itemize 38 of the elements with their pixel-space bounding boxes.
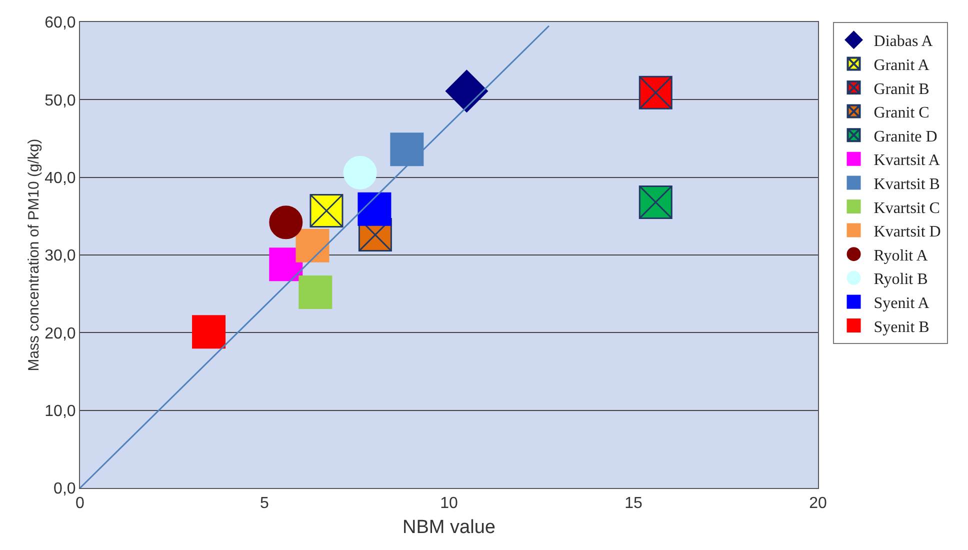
point <box>390 132 424 166</box>
x-tick-label: 10 <box>440 495 458 512</box>
legend-label: Granite D <box>874 128 938 146</box>
legend-label: Granit A <box>874 56 930 74</box>
legend-label: Kvartsit A <box>874 152 940 170</box>
x-tick-label: 15 <box>624 495 642 512</box>
y-tick-label: 30,0 <box>44 248 76 265</box>
y-tick-label: 60,0 <box>44 14 76 32</box>
legend-label: Granit C <box>874 104 930 122</box>
x-axis-title: NBM value <box>402 517 496 538</box>
legend-label: Granit B <box>874 80 930 98</box>
legend-label: Diabas A <box>874 33 934 50</box>
y-tick-label: 10,0 <box>44 402 76 420</box>
legend-label: Ryolit B <box>874 271 928 288</box>
legend-label: Kvartsit C <box>874 200 940 217</box>
point <box>445 70 488 112</box>
legend-label: Syenit A <box>874 294 930 312</box>
x-tick-label: 20 <box>809 495 827 512</box>
point <box>358 192 392 226</box>
y-axis-title: Mass concentration of PM10 (g/kg) <box>26 138 43 372</box>
y-tick-label: 50,0 <box>44 92 76 110</box>
point <box>310 194 344 228</box>
legend-label: Syenit B <box>874 318 930 336</box>
point <box>192 315 226 349</box>
y-tick-label: 0,0 <box>54 480 76 498</box>
legend-label: Kvartsit B <box>874 176 940 193</box>
y-tick-label: 20,0 <box>44 325 76 342</box>
point <box>298 276 332 310</box>
x-tick-label: 5 <box>260 495 270 512</box>
point <box>343 156 377 190</box>
point <box>638 185 672 219</box>
legend-label: Kvartsit D <box>874 224 941 241</box>
legend-label: Ryolit A <box>874 247 928 264</box>
y-tick-label: 40,0 <box>44 170 76 187</box>
point <box>638 76 672 110</box>
point <box>269 206 303 240</box>
x-tick-label: 0 <box>76 495 85 512</box>
point <box>296 228 330 262</box>
